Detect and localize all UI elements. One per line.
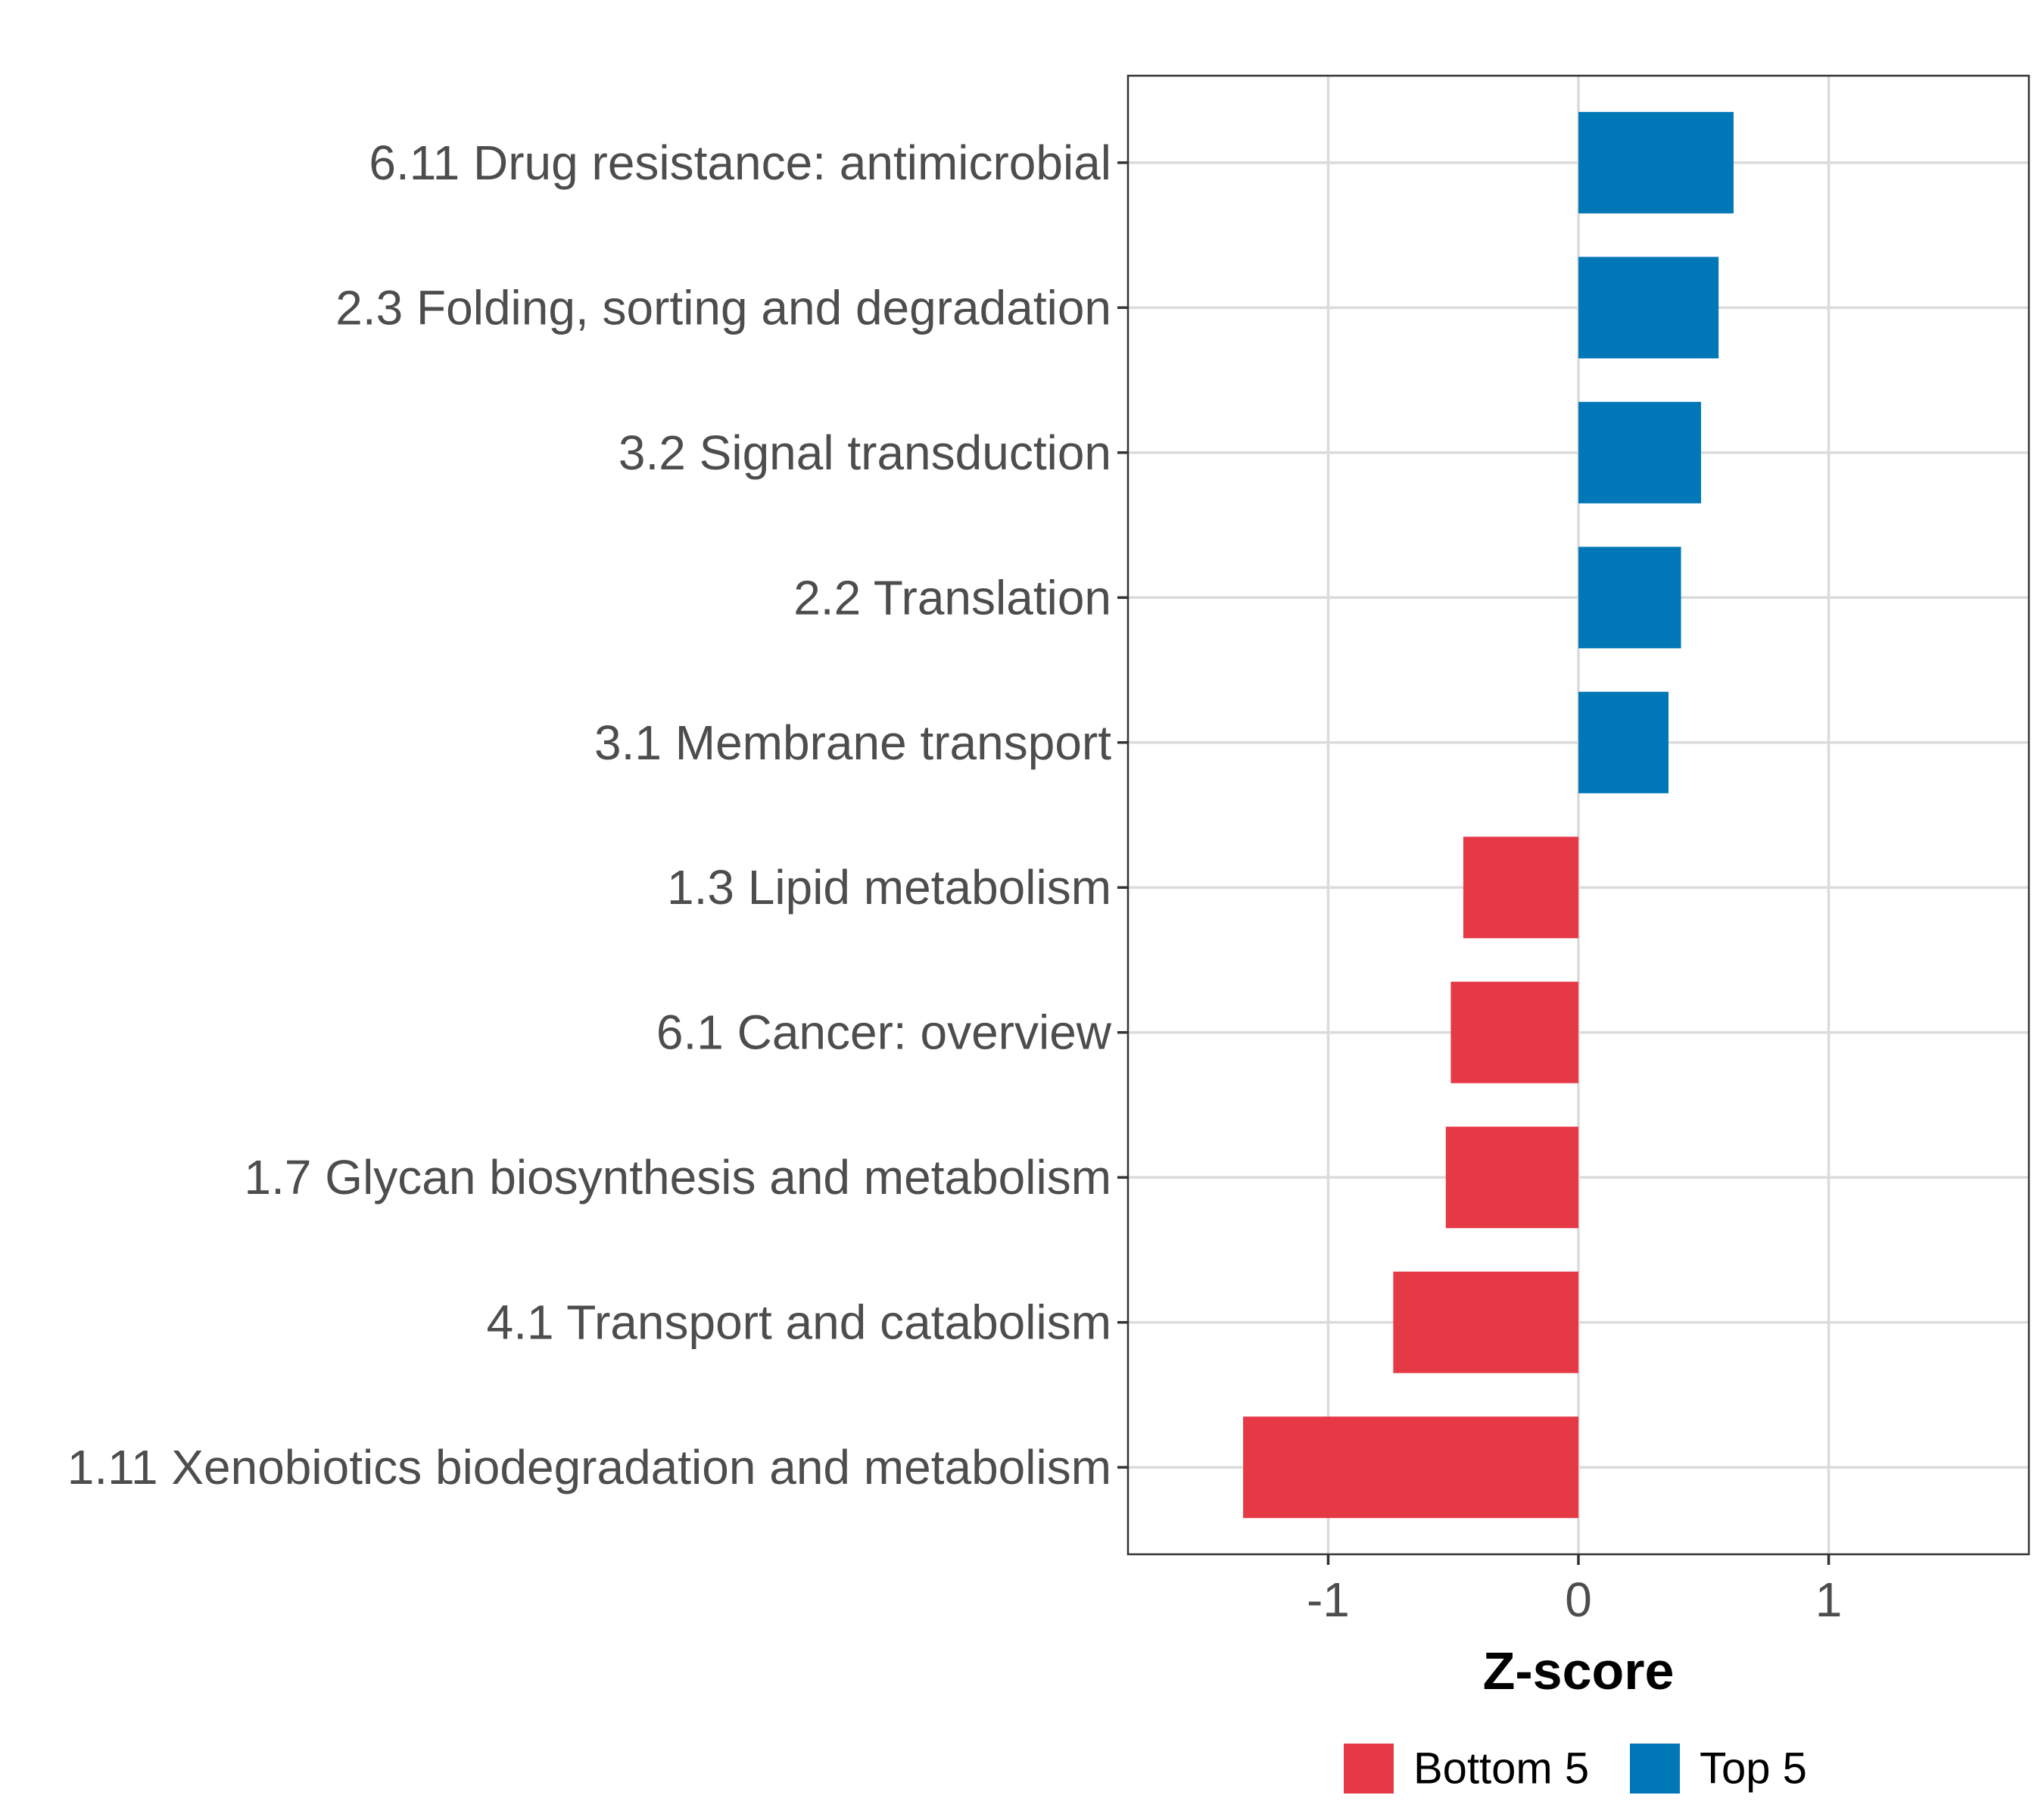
bars bbox=[1243, 111, 1734, 1519]
category-labels: 6.11 Drug resistance: antimicrobial 2.3 F… bbox=[67, 136, 1112, 1494]
bar-9 bbox=[1243, 1417, 1578, 1519]
bar-5 bbox=[1463, 837, 1578, 939]
bar-2 bbox=[1578, 401, 1701, 503]
bar-7 bbox=[1445, 1127, 1578, 1229]
legend-label-0: Bottom 5 bbox=[1413, 1744, 1589, 1794]
category-label-4: 3.1 Membrane transport bbox=[594, 715, 1111, 770]
category-label-3: 2.2 Translation bbox=[793, 570, 1111, 625]
legend-key-1 bbox=[1630, 1744, 1680, 1794]
x-tick-label-0: -1 bbox=[1307, 1572, 1350, 1627]
category-label-0: 6.11 Drug resistance: antimicrobial bbox=[369, 136, 1111, 190]
bar-4 bbox=[1578, 691, 1669, 793]
legend-label-1: Top 5 bbox=[1700, 1744, 1807, 1794]
x-tick-label-1: 0 bbox=[1565, 1572, 1592, 1627]
legend-key-0 bbox=[1344, 1744, 1394, 1794]
axis-ticks: -1 0 1 bbox=[1117, 161, 1843, 1627]
category-label-8: 4.1 Transport and catabolism bbox=[487, 1295, 1111, 1350]
category-label-6: 6.1 Cancer: overview bbox=[656, 1005, 1112, 1060]
category-label-9: 1.11 Xenobiotics biodegradation and meta… bbox=[67, 1440, 1111, 1494]
bar-6 bbox=[1450, 981, 1578, 1083]
category-label-2: 3.2 Signal transduction bbox=[618, 425, 1111, 480]
bar-1 bbox=[1578, 257, 1719, 359]
category-label-7: 1.7 Glycan biosynthesis and metabolism bbox=[245, 1150, 1111, 1205]
bar-3 bbox=[1578, 547, 1681, 649]
bar-0 bbox=[1578, 111, 1734, 213]
x-axis-title: Z-score bbox=[1483, 1641, 1675, 1700]
x-tick-label-2: 1 bbox=[1815, 1572, 1843, 1627]
category-label-5: 1.3 Lipid metabolism bbox=[667, 860, 1111, 915]
bar-8 bbox=[1393, 1271, 1578, 1373]
legend: Bottom 5 Top 5 bbox=[1344, 1744, 1807, 1794]
category-label-1: 2.3 Folding, sorting and degradation bbox=[335, 280, 1111, 335]
